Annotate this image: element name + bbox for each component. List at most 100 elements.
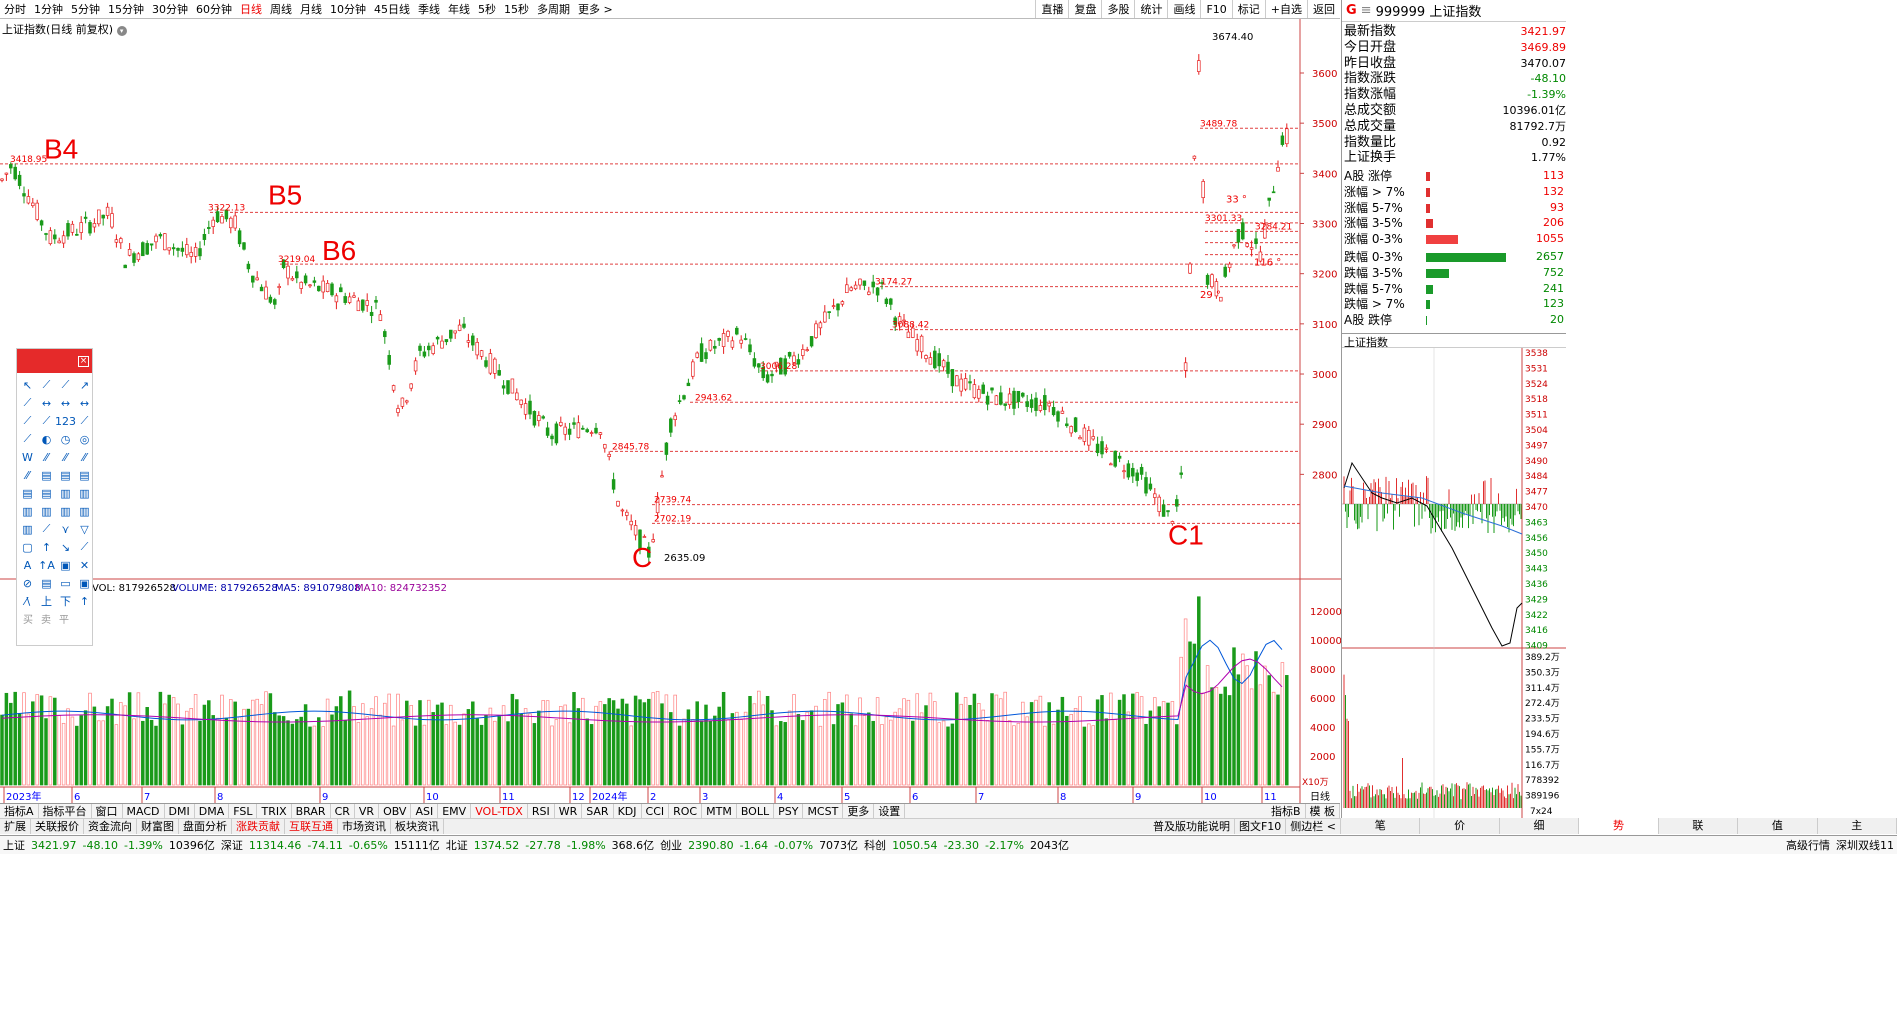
breadth-row[interactable]: 跌幅 5-7% 241 [1344, 281, 1566, 297]
right-tab-3[interactable]: 势 [1579, 818, 1659, 834]
draw-tool-icon[interactable]: ↗ [79, 378, 90, 392]
indicator-tab-7[interactable]: TRIX [257, 804, 292, 818]
indicator-tab-23[interactable]: PSY [774, 804, 804, 818]
ext-tab-5[interactable]: 涨跌贡献 [232, 819, 285, 834]
toolbox-trade-1[interactable]: 卖 [41, 615, 51, 626]
draw-tool-icon[interactable]: ↑ [79, 594, 90, 608]
ext-tab-8[interactable]: 板块资讯 [391, 819, 444, 834]
breadth-row[interactable]: 跌幅 3-5% 752 [1344, 265, 1566, 281]
status-right-1[interactable]: 深圳双线11 [1836, 838, 1894, 852]
breadth-row[interactable]: 涨幅 5-7% 93 [1344, 200, 1566, 216]
draw-tool-icon[interactable]: ▥ [22, 522, 33, 536]
indicator-tab-13[interactable]: EMV [438, 804, 472, 818]
indicator-tab-24[interactable]: MCST [803, 804, 844, 818]
draw-tool-icon[interactable]: ↑ [41, 540, 52, 554]
toolbar-btn-4[interactable]: 画线 [1167, 0, 1200, 18]
period-13[interactable]: 5秒 [478, 2, 496, 16]
ext-right-2[interactable]: 侧边栏 < [1286, 819, 1341, 834]
indicator-tab-5[interactable]: DMA [195, 804, 230, 818]
draw-tool-icon[interactable]: ↘ [60, 540, 71, 554]
draw-tool-icon[interactable]: ↔ [41, 396, 52, 410]
right-tab-6[interactable]: 主 [1817, 818, 1897, 834]
indicator-tab-3[interactable]: MACD [123, 804, 165, 818]
chevron-down-icon[interactable]: ▾ [116, 26, 127, 36]
draw-tool-icon[interactable]: ↔ [60, 396, 71, 410]
draw-tool-icon[interactable]: ⁄⁄ [63, 450, 68, 464]
breadth-row[interactable]: 涨幅 > 7% 132 [1344, 184, 1566, 200]
period-12[interactable]: 年线 [448, 2, 470, 16]
ext-tab-1[interactable]: 关联报价 [31, 819, 84, 834]
indicator-tab-17[interactable]: SAR [582, 804, 614, 818]
draw-tool-icon[interactable]: ⟋ [80, 414, 89, 427]
indicator-tab-0[interactable]: 指标A [0, 804, 39, 818]
indicator-tab-22[interactable]: BOLL [737, 804, 775, 818]
draw-tool-icon[interactable]: ⟋ [42, 522, 51, 535]
period-14[interactable]: 15秒 [504, 2, 529, 16]
main-chart[interactable]: 3600 3500 3400 3300 3200 3100 3000 2900 2800 B4 B5… [0, 19, 1341, 804]
draw-tool-icon[interactable]: W [22, 450, 33, 464]
draw-tool-icon[interactable]: ▣ [60, 558, 71, 572]
list-icon[interactable]: ≡ [1360, 3, 1372, 18]
draw-tool-icon[interactable]: ✕ [79, 558, 90, 572]
draw-tool-icon[interactable]: ▤ [41, 576, 52, 590]
indicator-tab-12[interactable]: ASI [411, 804, 439, 818]
breadth-row[interactable]: A股 跌停 20 [1344, 312, 1566, 328]
draw-tool-icon[interactable]: ◷ [60, 432, 71, 446]
wave-label-c[interactable]: C [632, 542, 652, 573]
period-3[interactable]: 15分钟 [108, 2, 144, 16]
draw-tool-icon[interactable]: ▥ [22, 504, 33, 518]
ext-tab-4[interactable]: 盘面分析 [179, 819, 232, 834]
status-right-0[interactable]: 高级行情 [1786, 838, 1830, 852]
period-7[interactable]: 周线 [270, 2, 292, 16]
period-9[interactable]: 10分钟 [330, 2, 366, 16]
toolbox-trade-0[interactable]: 买 [23, 615, 33, 626]
toolbar-btn-5[interactable]: F10 [1200, 0, 1231, 18]
period-15[interactable]: 多周期 [537, 2, 570, 16]
right-tab-4[interactable]: 联 [1658, 818, 1739, 834]
draw-tool-icon[interactable]: ◐ [41, 432, 52, 446]
indicator-tab-16[interactable]: WR [555, 804, 583, 818]
intraday-chart[interactable]: 3538 3531 3524 3518 3511 3504 3497 3490 3484 3477… [1342, 348, 1566, 818]
draw-tool-icon[interactable]: ⟋ [42, 378, 51, 391]
toolbar-btn-0[interactable]: 直播 [1035, 0, 1068, 18]
draw-tool-icon[interactable]: ▤ [41, 468, 52, 482]
draw-tool-icon[interactable]: 下 [60, 595, 71, 608]
draw-tool-icon[interactable]: ↔ [79, 396, 90, 410]
breadth-row[interactable]: 跌幅 0-3% 2657 [1344, 249, 1566, 265]
toolbar-btn-8[interactable]: 返回 [1307, 0, 1340, 18]
draw-tool-icon[interactable]: ⟋ [23, 432, 32, 445]
period-6[interactable]: 日线 [240, 2, 262, 16]
ext-right-0[interactable]: 普及版功能说明 [1149, 819, 1235, 834]
draw-tool-icon[interactable]: ↑A [38, 558, 55, 572]
breadth-row[interactable]: 跌幅 > 7% 123 [1344, 296, 1566, 312]
draw-tool-icon[interactable]: ▥ [60, 504, 71, 518]
wave-label-c1[interactable]: C1 [1168, 520, 1204, 551]
ext-tab-3[interactable]: 财富图 [137, 819, 179, 834]
toolbar-btn-2[interactable]: 多股 [1101, 0, 1134, 18]
draw-tool-icon[interactable]: ▤ [79, 468, 90, 482]
toolbar-btn-6[interactable]: 标记 [1231, 0, 1265, 18]
period-5[interactable]: 60分钟 [196, 2, 232, 16]
indicator-tab-8[interactable]: BRAR [292, 804, 331, 818]
indicator-tab-15[interactable]: RSI [528, 804, 555, 818]
draw-tool-icon[interactable]: ▢ [22, 540, 33, 554]
draw-tool-icon[interactable]: ▤ [60, 468, 71, 482]
indicator-tab-9[interactable]: CR [331, 804, 355, 818]
indicator-tab-18[interactable]: KDJ [614, 804, 642, 818]
toolbox-trade-2[interactable]: 平 [59, 615, 69, 626]
period-1[interactable]: 1分钟 [34, 2, 63, 16]
indicator-tab-21[interactable]: MTM [702, 804, 737, 818]
wave-label-b5[interactable]: B5 [268, 179, 302, 210]
draw-tool-icon[interactable]: ⊘ [22, 576, 33, 590]
draw-tool-icon[interactable]: 上 [41, 595, 52, 608]
indicator-right-0[interactable]: 指标B [1267, 804, 1306, 818]
draw-tool-icon[interactable]: ▤ [41, 486, 52, 500]
ext-tab-0[interactable]: 扩展 [0, 819, 31, 834]
indicator-tab-2[interactable]: 窗口 [92, 804, 123, 818]
indicator-tab-25[interactable]: 更多 [843, 804, 875, 818]
draw-tool-icon[interactable]: ▤ [22, 486, 33, 500]
indicator-tab-4[interactable]: DMI [165, 804, 195, 818]
draw-tool-icon[interactable]: A [23, 558, 32, 572]
drawing-toolbox[interactable]: × ↖ ⟋ ⟋ ↗ ⟋ ↔ ↔ ↔ ⟋ ⟋ 123 ⟋ ⟋ ◐ ◷ ◎ W ⁄⁄ ⁄⁄ ⁄⁄ ⁄⁄ ▤ ▤ ▤ ▤ ▤ ▥ ▥ ▥ ▥ ▥ ▥… [16, 348, 93, 646]
draw-tool-icon[interactable]: ⟋ [80, 540, 89, 553]
